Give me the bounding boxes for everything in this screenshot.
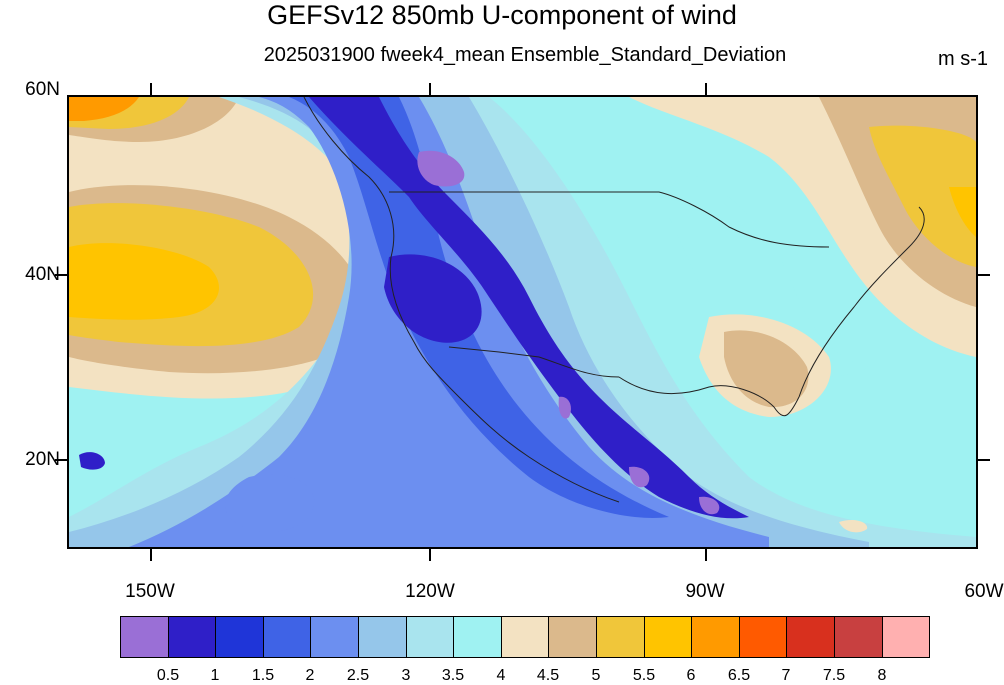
colorbar-box-4 [311, 617, 359, 657]
colorbar-label: 5.5 [632, 667, 656, 684]
contour-orange-west [69, 243, 219, 320]
colorbar-label: 3.5 [441, 667, 465, 684]
colorbar [120, 616, 930, 658]
colorbar-label: 4 [496, 667, 506, 684]
east-coast [798, 206, 925, 398]
contour-purple-1 [417, 150, 465, 187]
contour-tl-red [69, 97, 139, 121]
tick-right-20n [978, 459, 990, 461]
colorbar-box-2 [216, 617, 264, 657]
lon-label-90w: 90W [685, 581, 725, 602]
us-mexico-border [448, 346, 620, 378]
contour-ne-yellow [869, 125, 976, 267]
colorbar-label: 4.5 [536, 667, 560, 684]
colorbar-box-3 [263, 617, 312, 657]
chart-title: GEFSv12 850mb U-component of wind [267, 0, 737, 30]
coastlines [303, 97, 925, 503]
colorbar-box-5 [358, 617, 407, 657]
contour-map [69, 97, 976, 547]
colorbar-box-9 [549, 617, 597, 657]
contour-purple-4 [699, 496, 720, 515]
contour-ne-orange [949, 187, 976, 237]
contour-purple-3 [629, 466, 650, 488]
lon-label-60w: 60W [964, 581, 1004, 602]
tick-left-40n [55, 274, 67, 276]
colorbar-label: 1 [210, 667, 220, 684]
lat-label-60n: 60N [25, 79, 60, 100]
tick-bot-90w [705, 549, 707, 561]
lon-label-120w: 120W [405, 581, 455, 602]
colorbar-box-7 [454, 617, 502, 657]
contour-purple-2 [558, 396, 571, 419]
colorbar-box-1 [168, 617, 217, 657]
colorbar-box-10 [596, 617, 645, 657]
tick-bot-120w [429, 549, 431, 561]
colorbar-box-11 [644, 617, 693, 657]
colorbar-box-16 [882, 617, 930, 657]
colorbar-box-12 [692, 617, 740, 657]
contour-hawaii [79, 452, 105, 470]
colorbar-box-6 [406, 617, 455, 657]
contour-s-tan [839, 519, 868, 533]
lat-label-20n: 20N [25, 449, 60, 470]
contour-blue1-b [384, 254, 482, 343]
us-canada-border [389, 191, 830, 248]
colorbar-box-13 [739, 617, 788, 657]
units-label: m s-1 [938, 48, 988, 70]
contour-blue15 [289, 97, 669, 518]
contour-blue1 [309, 97, 749, 519]
map-plot [67, 95, 978, 549]
colorbar-label: 8 [877, 667, 887, 684]
colorbar-box-14 [787, 617, 835, 657]
lon-label-150w: 150W [125, 581, 175, 602]
colorbar-label: 7.5 [822, 667, 846, 684]
colorbar-label: 2 [305, 667, 315, 684]
tick-bot-150w [150, 549, 152, 561]
gulf-coast [618, 376, 800, 417]
contour-blue15-b [225, 474, 315, 532]
colorbar-box-8 [501, 617, 550, 657]
tick-top-90w [705, 83, 707, 95]
colorbar-label: 2.5 [346, 667, 370, 684]
colorbar-label: 6.5 [727, 667, 751, 684]
colorbar-box-0 [121, 617, 169, 657]
colorbar-label: 5 [591, 667, 601, 684]
tick-top-150w [150, 83, 152, 95]
west-coast [303, 97, 620, 503]
colorbar-label: 7 [781, 667, 791, 684]
tick-top-120w [429, 83, 431, 95]
tick-left-20n [55, 459, 67, 461]
colorbar-label: 1.5 [251, 667, 275, 684]
contour-se-brown [724, 330, 809, 408]
colorbar-label: 0.5 [156, 667, 180, 684]
colorbar-label: 3 [401, 667, 411, 684]
chart-subtitle: 2025031900 fweek4_mean Ensemble_Standard… [263, 44, 787, 66]
colorbar-label: 6 [686, 667, 696, 684]
tick-right-40n [978, 274, 990, 276]
lat-label-40n: 40N [25, 264, 60, 285]
colorbar-box-15 [834, 617, 883, 657]
